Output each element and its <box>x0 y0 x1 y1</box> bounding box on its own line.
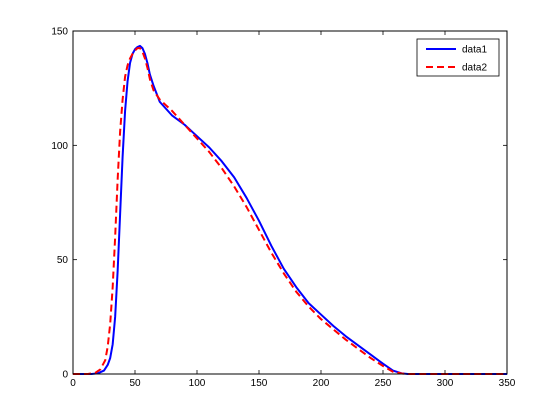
ticks-layer: 0 50 100 150 200 250 300 350 0 50 100 150 <box>51 27 515 390</box>
x-tick-label: 100 <box>189 378 206 389</box>
legend-box <box>416 38 500 77</box>
plot-area-background <box>73 31 507 374</box>
legend-label-data1: data1 <box>462 45 487 56</box>
series-layer <box>73 44 507 375</box>
y-tick-label: 100 <box>51 141 68 152</box>
x-tick-label: 200 <box>313 378 330 389</box>
series-line-data2 <box>73 47 507 375</box>
series-line-data1 <box>73 44 507 375</box>
x-tick-label: 350 <box>499 378 516 389</box>
x-tick-label: 150 <box>251 378 268 389</box>
x-tick-label: 300 <box>437 378 454 389</box>
x-tick-label: 250 <box>375 378 392 389</box>
plot-frame <box>72 30 508 375</box>
y-tick-label: 150 <box>51 27 68 38</box>
y-tick-label: 50 <box>57 255 69 266</box>
y-tick-label: 0 <box>62 370 68 381</box>
legend-label-data2: data2 <box>462 63 487 74</box>
legend: data1 data2 <box>416 38 500 77</box>
x-tick-label: 50 <box>129 378 141 389</box>
x-tick-label: 0 <box>70 378 76 389</box>
